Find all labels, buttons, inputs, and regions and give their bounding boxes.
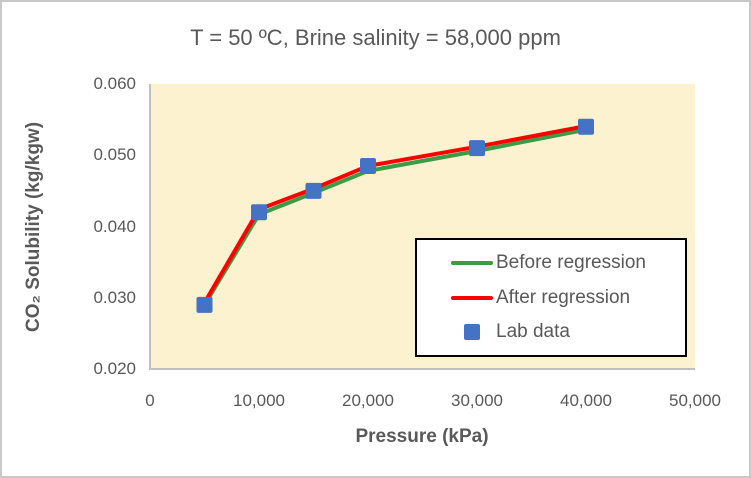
before-regression-line: [202, 127, 588, 307]
lab-data-marker: [360, 157, 376, 174]
chart-title: T = 50 ºC, Brine salinity = 58,000 ppm: [190, 25, 561, 50]
lab-data-marker: [578, 118, 594, 135]
y-tick-label: 0.050: [93, 145, 136, 165]
after-regression-line-swatch: [451, 295, 493, 300]
legend-item-lab-data: Lab data: [417, 320, 685, 344]
lab-data-marker: [305, 182, 322, 199]
x-tick-label: 20,000: [342, 391, 394, 410]
x-tick-label: 50,000: [669, 391, 721, 410]
legend-item-before-regression: Before regression: [417, 251, 685, 275]
x-tick-label: 10,000: [233, 391, 285, 410]
y-tick-label: 0.020: [93, 359, 136, 378]
x-axis-title: Pressure (kPa): [355, 426, 489, 447]
after-regression-line: [202, 124, 588, 305]
x-tick-label: 30,000: [451, 391, 503, 410]
y-tick-label: 0.030: [93, 287, 136, 307]
legend-item-after-regression: After regression: [417, 286, 685, 310]
y-tick-label: 0.040: [93, 216, 136, 236]
legend-label: After regression: [496, 286, 631, 308]
before-regression-line-swatch: [451, 260, 493, 265]
lab-data-marker-swatch: [464, 324, 480, 341]
y-tick-label: 0.060: [93, 74, 136, 93]
legend-label: Lab data: [496, 321, 570, 343]
x-tick-label: 40,000: [560, 391, 612, 410]
lab-data-marker: [469, 140, 485, 157]
legend: Before regression After regression Lab d…: [415, 238, 687, 357]
lab-data-marker: [251, 204, 267, 221]
lab-data-marker: [196, 296, 213, 313]
x-tick-label: 0: [145, 391, 155, 410]
legend-label: Before regression: [496, 251, 646, 273]
